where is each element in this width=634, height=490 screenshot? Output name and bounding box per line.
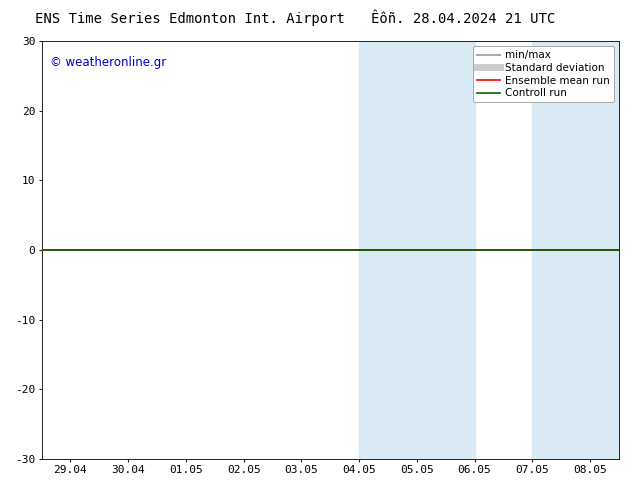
Legend: min/max, Standard deviation, Ensemble mean run, Controll run: min/max, Standard deviation, Ensemble me… — [472, 46, 614, 102]
Bar — [533, 41, 634, 459]
Text: © weatheronline.gr: © weatheronline.gr — [50, 56, 166, 69]
Text: ENS Time Series Edmonton Int. Airport: ENS Time Series Edmonton Int. Airport — [36, 12, 345, 26]
Bar — [359, 41, 475, 459]
Text: Êôñ. 28.04.2024 21 UTC: Êôñ. 28.04.2024 21 UTC — [371, 12, 555, 26]
